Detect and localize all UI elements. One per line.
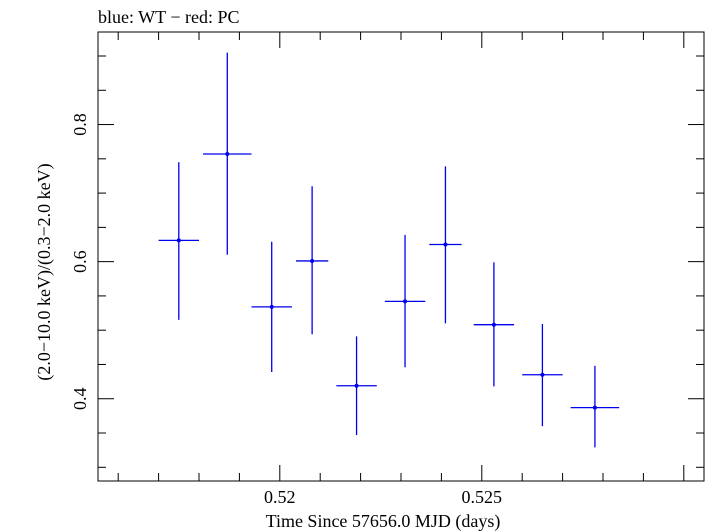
point-marker [592, 405, 597, 410]
data-point [203, 52, 252, 255]
point-marker [176, 238, 181, 243]
data-point [158, 162, 199, 320]
plot-frame [97, 31, 705, 482]
x-axis-label: Time Since 57656.0 MJD (days) [266, 511, 501, 532]
axis-ticks [98, 32, 704, 481]
x-tick-label: 0.525 [462, 487, 503, 507]
data-point [522, 324, 563, 427]
data-point [473, 262, 515, 387]
axis-tick-labels: 0.52 0.525 0.4 0.6 0.8 [70, 113, 502, 507]
data-points [158, 52, 620, 448]
y-tick-label: 0.8 [70, 113, 90, 136]
point-marker [403, 299, 408, 304]
data-point [429, 166, 462, 324]
point-marker [225, 152, 230, 157]
plot-border [97, 31, 705, 482]
y-axis-label: (2.0−10.0 keV)/(0.3−2.0 keV) [34, 163, 55, 380]
data-point [251, 241, 292, 373]
point-marker [310, 258, 315, 263]
y-tick-label: 0.4 [70, 387, 90, 410]
data-point [384, 234, 426, 368]
point-marker [540, 372, 545, 377]
point-marker [354, 383, 359, 388]
data-point [336, 336, 377, 436]
y-tick-label: 0.6 [70, 250, 90, 273]
point-marker [269, 304, 274, 309]
x-tick-label: 0.52 [264, 487, 296, 507]
data-point [570, 365, 620, 448]
chart-title: blue: WT − red: PC [98, 7, 239, 27]
point-marker [443, 242, 448, 247]
point-marker [491, 322, 496, 327]
data-point [295, 186, 329, 335]
